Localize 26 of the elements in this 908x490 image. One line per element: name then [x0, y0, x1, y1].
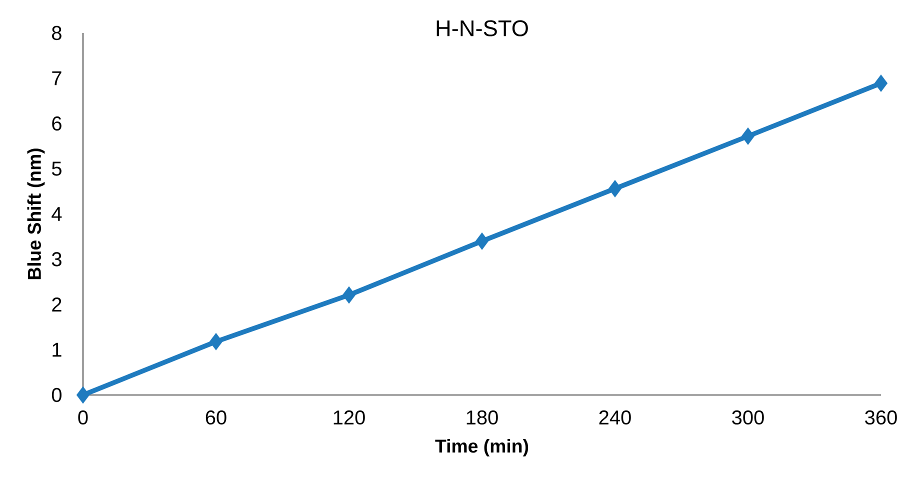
x-tick-label: 300 — [732, 410, 764, 425]
x-tick-label: 180 — [466, 410, 498, 425]
y-tick-label: 1 — [52, 342, 62, 357]
y-tick-label: 6 — [52, 116, 62, 131]
chart-title: H-N-STO — [436, 20, 528, 36]
x-tick-label: 360 — [865, 410, 897, 425]
y-tick-label: 7 — [52, 71, 62, 86]
y-tick-label: 0 — [52, 388, 62, 402]
x-tick-label: 60 — [206, 410, 226, 425]
point — [741, 127, 755, 145]
point — [608, 180, 622, 198]
x-tick-label: 120 — [334, 410, 365, 425]
point — [209, 332, 223, 350]
point — [874, 74, 888, 92]
x-tick-label: 240 — [599, 410, 631, 425]
y-tick-label: 4 — [52, 207, 62, 221]
point — [342, 286, 356, 304]
y-tick-label: 3 — [52, 252, 62, 266]
y-tick-label: 5 — [52, 162, 62, 176]
x-axis-title: Time (min) — [435, 439, 528, 456]
y-tick-label: 2 — [52, 298, 62, 312]
point — [76, 386, 90, 404]
x-tick-label: 0 — [78, 410, 88, 425]
point — [475, 232, 489, 250]
y-tick-label: 8 — [52, 26, 62, 40]
y-axis-title: Blue Shift (nm) — [27, 148, 45, 280]
